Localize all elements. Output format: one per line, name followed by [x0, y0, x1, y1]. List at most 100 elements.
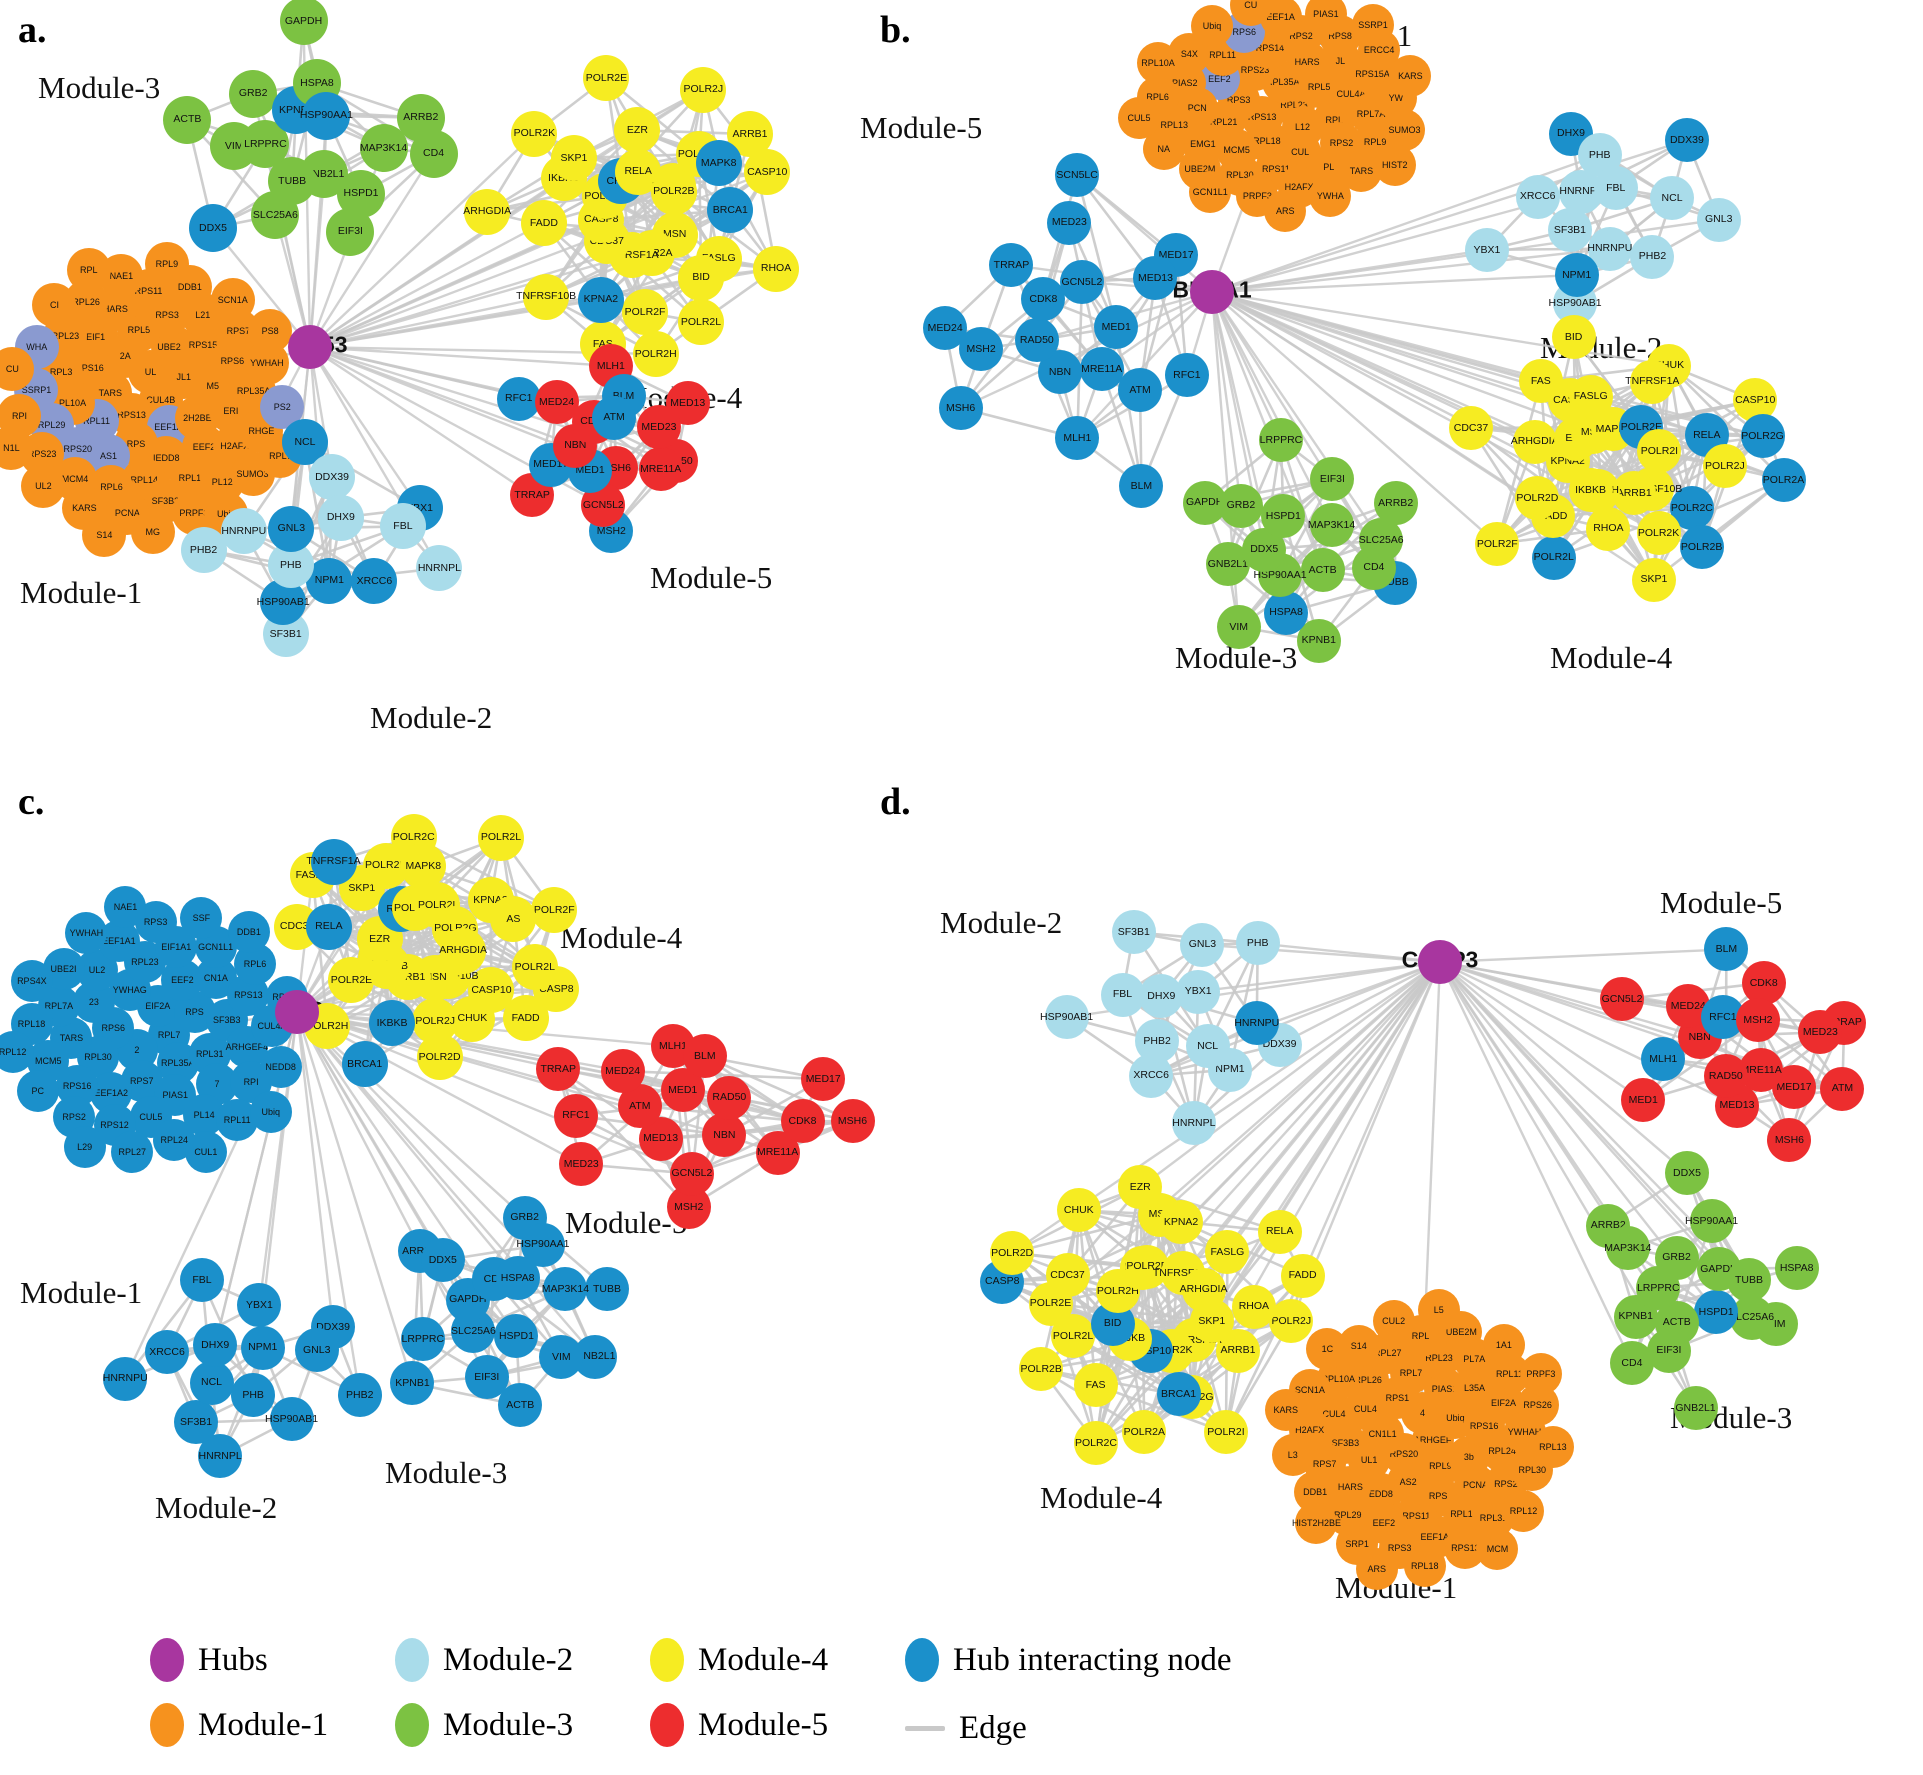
node-polr2i[interactable]: POLR2I: [1203, 1410, 1248, 1455]
node-map3k14[interactable]: MAP3K14: [359, 124, 408, 173]
node-hnrnpu[interactable]: HNRNPU: [103, 1356, 148, 1401]
node-polr2f[interactable]: POLR2F: [622, 289, 669, 336]
node-rfc1[interactable]: RFC1: [1164, 353, 1209, 398]
node-gnl3[interactable]: GNL3: [294, 1328, 339, 1373]
dense-node-kars[interactable]: KARS: [1389, 54, 1432, 97]
node-ncl[interactable]: NCL: [189, 1360, 234, 1405]
node-hsp90aa1[interactable]: HSP90AA1: [300, 91, 353, 140]
dense-node-ars[interactable]: ARS: [1355, 1547, 1398, 1590]
node-rhoa[interactable]: RHOA: [1586, 506, 1631, 551]
node-fbl[interactable]: FBL: [1100, 972, 1145, 1017]
node-ikbkb[interactable]: IKBKB: [369, 1000, 416, 1047]
node-xrcc6[interactable]: XRCC6: [145, 1330, 190, 1375]
dense-node-rpl12[interactable]: RPL12: [1502, 1489, 1545, 1532]
node-npm1[interactable]: NPM1: [240, 1325, 285, 1370]
node-ncl[interactable]: NCL: [1185, 1024, 1230, 1069]
node-polr2e[interactable]: POLR2E: [583, 55, 630, 102]
node-polr2f[interactable]: POLR2F: [1475, 521, 1520, 566]
node-map3k14[interactable]: MAP3K14: [542, 1267, 589, 1312]
node-gcn5l2[interactable]: GCN5L2: [669, 1151, 714, 1196]
node-fadd[interactable]: FADD: [502, 995, 549, 1042]
node-kpnb1[interactable]: KPNB1: [390, 1361, 435, 1406]
node-gcn5l2[interactable]: GCN5L2: [1600, 977, 1645, 1022]
node-polr2d[interactable]: POLR2D: [990, 1230, 1035, 1275]
node-brca1[interactable]: BRCA1: [341, 1041, 388, 1088]
node-hspd1[interactable]: HSPD1: [1261, 493, 1306, 538]
node-rfc1[interactable]: RFC1: [553, 1093, 598, 1138]
hub-node[interactable]: [288, 325, 332, 369]
node-phb[interactable]: PHB: [1235, 921, 1280, 966]
node-rad50[interactable]: RAD50: [1014, 318, 1059, 363]
node-fbl[interactable]: FBL: [379, 503, 426, 550]
dense-node-scn1a[interactable]: SCN1A: [1288, 1368, 1331, 1411]
node-med1[interactable]: MED1: [1094, 305, 1139, 350]
node-bid[interactable]: BID: [1551, 315, 1596, 360]
node-vim[interactable]: VIM: [539, 1335, 584, 1380]
node-map3k14[interactable]: MAP3K14: [1308, 503, 1355, 548]
node-skp1[interactable]: SKP1: [550, 135, 597, 182]
node-polr2j[interactable]: POLR2J: [412, 998, 459, 1045]
dense-node-hist2[interactable]: HIST2: [1373, 143, 1416, 186]
dense-module1-cluster[interactable]: RPL23 RPS13 RPL35A L12 RPS3 RPL5 RPL18 RPS23 RPL…: [1117, 0, 1432, 233]
dense-node-l29[interactable]: L29: [63, 1126, 106, 1169]
node-rela[interactable]: RELA: [1257, 1209, 1302, 1254]
node-eif3i[interactable]: EIF3I: [1310, 457, 1355, 502]
node-gnl3[interactable]: GNL3: [1696, 197, 1741, 242]
node-ddx5[interactable]: DDX5: [420, 1238, 465, 1283]
node-rad50[interactable]: RAD50: [1703, 1053, 1748, 1098]
node-gnl3[interactable]: GNL3: [268, 505, 315, 552]
node-as[interactable]: AS: [490, 896, 537, 943]
node-eif3i[interactable]: EIF3I: [326, 207, 375, 256]
node-casp10[interactable]: CASP10: [744, 149, 791, 196]
node-atm[interactable]: ATM: [1820, 1066, 1865, 1111]
node-sf3b1[interactable]: SF3B1: [174, 1400, 219, 1445]
node-gcn5l2[interactable]: GCN5L2: [1059, 259, 1104, 304]
dense-node-ars[interactable]: ARS: [1264, 190, 1307, 233]
dense-node-s14[interactable]: S14: [82, 512, 127, 557]
hub-node[interactable]: [1418, 940, 1462, 984]
node-kpna2[interactable]: KPNA2: [577, 276, 624, 323]
dense-module1-cluster[interactable]: CUL4B RPS13 UL EEF1A TARS JL1 RPS 2A 2H2BE RPL11 U…: [0, 242, 305, 557]
dense-node-rpl12[interactable]: RPL12: [0, 1030, 34, 1073]
node-tnfrsf1a[interactable]: TNFRSF1A: [306, 838, 361, 885]
dense-node-rpl27[interactable]: RPL27: [111, 1130, 154, 1173]
node-actb[interactable]: ACTB: [498, 1383, 543, 1428]
node-xrcc6[interactable]: XRCC6: [1515, 174, 1560, 219]
node-polr2b[interactable]: POLR2B: [1019, 1347, 1064, 1392]
dense-node-ssf[interactable]: SSF: [180, 897, 223, 940]
dense-node-ps8[interactable]: PS8: [248, 308, 293, 353]
node-bid[interactable]: BID: [678, 254, 725, 301]
node-gnb2l1[interactable]: GNB2L1: [1673, 1385, 1718, 1430]
node-rela[interactable]: RELA: [305, 903, 352, 950]
dense-node-ubiq[interactable]: Ubiq: [1191, 4, 1234, 47]
dense-node-kars[interactable]: KARS: [1264, 1389, 1307, 1432]
dense-module1-cluster[interactable]: RPL7 2 EIF2A RPL35A RPS6 RPS RPS7 YWHAG RPL31 RPL…: [0, 885, 308, 1175]
node-phb2[interactable]: PHB2: [180, 526, 227, 573]
dense-node-nae1[interactable]: NAE1: [104, 885, 147, 928]
node-atm[interactable]: ATM: [592, 395, 637, 440]
dense-node-ssrp1[interactable]: SSRP1: [1351, 3, 1394, 46]
node-ddx5[interactable]: DDX5: [1665, 1151, 1709, 1196]
node-polr2k[interactable]: POLR2K: [1636, 511, 1681, 556]
dense-module1-cluster[interactable]: ARHGEF RPS20 4 RPL9 CN1L1 Ubiq AS2 RPS1 3b UL1 PIA…: [1264, 1289, 1574, 1590]
dense-node-cul1[interactable]: CUL1: [184, 1130, 227, 1173]
node-polr2c[interactable]: POLR2C: [1073, 1420, 1118, 1465]
node-ybx1[interactable]: YBX1: [1176, 969, 1221, 1014]
dense-node-cul2[interactable]: CUL2: [1372, 1300, 1415, 1343]
node-polr2l[interactable]: POLR2L: [511, 943, 558, 990]
node-hnrnpl[interactable]: HNRNPL: [1171, 1101, 1216, 1146]
dense-node-cul5[interactable]: CUL5: [1117, 96, 1160, 139]
node-polr2b[interactable]: POLR2B: [1679, 525, 1724, 570]
node-med23[interactable]: MED23: [1798, 1010, 1843, 1055]
node-brca1[interactable]: BRCA1: [707, 187, 754, 234]
dense-node-rpl18[interactable]: RPL18: [1403, 1545, 1446, 1588]
node-msh6[interactable]: MSH6: [1767, 1117, 1812, 1162]
dense-node-l3[interactable]: L3: [1271, 1434, 1314, 1477]
node-rhoa[interactable]: RHOA: [1231, 1284, 1276, 1329]
dense-node-ul2[interactable]: UL2: [21, 464, 66, 509]
node-slc25a6[interactable]: SLC25A6: [1359, 518, 1404, 563]
node-grb2[interactable]: GRB2: [1218, 483, 1263, 528]
node-polr2a[interactable]: POLR2A: [1761, 457, 1806, 502]
dense-node-1a1[interactable]: 1A1: [1482, 1323, 1525, 1366]
node-fadd[interactable]: FADD: [520, 199, 567, 246]
